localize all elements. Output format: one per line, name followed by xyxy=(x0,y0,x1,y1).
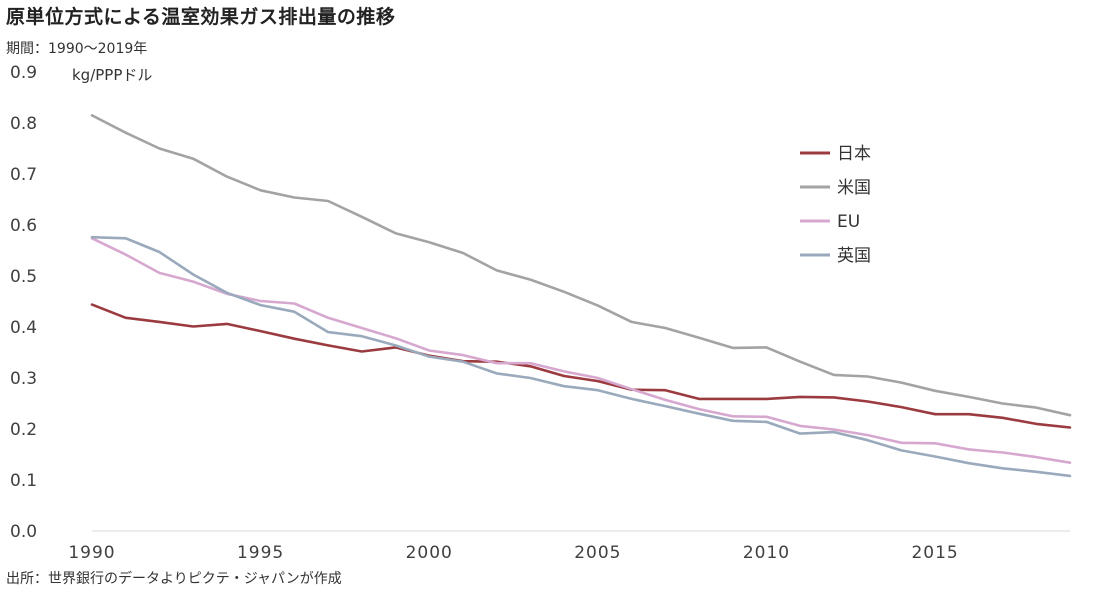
series-line xyxy=(90,303,1072,429)
x-tick-label: 1995 xyxy=(237,543,284,563)
y-axis: 0.0 0.1 0.2 0.3 0.4 0.5 0.6 0.7 0.8 0.9 kg/PPPドル xyxy=(10,63,152,542)
series-lines xyxy=(90,114,1072,478)
chart-title: 原単位方式による温室効果ガス排出量の推移 xyxy=(6,6,396,28)
source-note: 出所：世界銀行のデータよりピクテ・ジャパンが作成 xyxy=(6,571,342,587)
x-tick-label: 1990 xyxy=(68,543,115,563)
x-tick-label: 2010 xyxy=(743,543,790,563)
chart-period-subtitle: 期間：1990～2019年 xyxy=(6,41,148,57)
legend-label: EU xyxy=(837,212,860,232)
legend-label: 日本 xyxy=(837,144,871,164)
x-axis: 1990 1995 2000 2005 2010 2015 xyxy=(68,530,1070,563)
y-tick-label: 0.4 xyxy=(10,318,37,338)
y-tick-label: 0.9 xyxy=(10,63,37,83)
y-tick-label: 0.0 xyxy=(10,522,37,542)
y-tick-label: 0.6 xyxy=(10,216,37,236)
series-line xyxy=(90,235,1072,478)
y-tick-label: 0.3 xyxy=(10,369,37,389)
x-tick-label: 2000 xyxy=(406,543,453,563)
series-line xyxy=(90,114,1072,417)
series-line xyxy=(90,237,1072,465)
y-tick-label: 0.7 xyxy=(10,165,37,185)
y-tick-label: 0.8 xyxy=(10,114,37,134)
x-tick-label: 2015 xyxy=(911,543,958,563)
y-tick-label: 0.2 xyxy=(10,420,37,440)
y-tick-label: 0.1 xyxy=(10,471,37,491)
x-tick-label: 2005 xyxy=(574,543,621,563)
legend-label: 英国 xyxy=(837,246,871,266)
y-axis-unit-label: kg/PPPドル xyxy=(72,66,152,84)
legend-label: 米国 xyxy=(837,178,871,198)
y-tick-label: 0.5 xyxy=(10,267,37,287)
